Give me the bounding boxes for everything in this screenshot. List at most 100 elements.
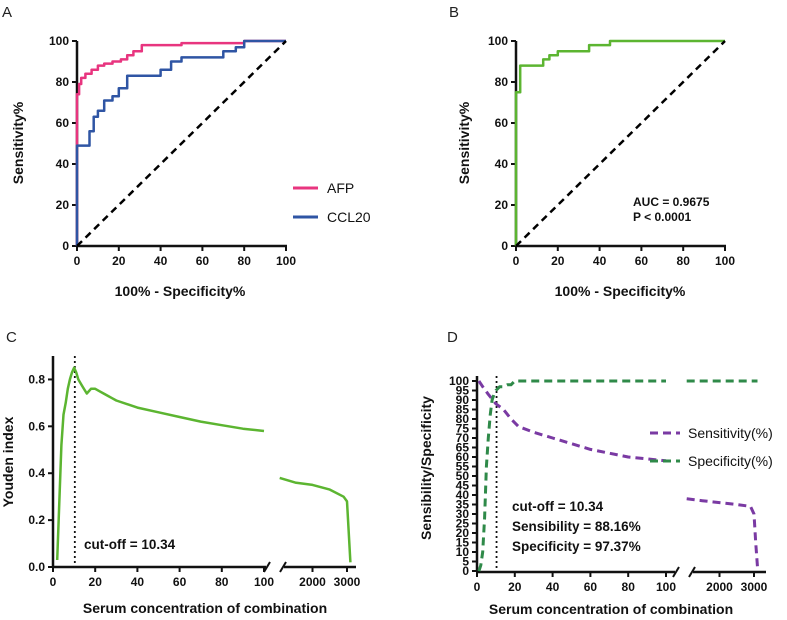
panel-a-x-ticks: 0 20 40 60 80 100 (74, 246, 296, 268)
a-y-tick-label: 80 (56, 75, 70, 89)
a-y-tick-label: 60 (56, 116, 70, 130)
legend-sensitivity-label: Sensitivity(%) (688, 425, 773, 441)
d-y-tick-label: 30 (456, 507, 470, 521)
c-series-youden-index-segment2 (279, 476, 352, 563)
c-y-tick-label: 0.0 (28, 560, 45, 574)
panel-c-cutoff-label: cut-off = 10.34 (84, 537, 176, 552)
panel-b-y-ticks: 0 20 40 60 80 100 (488, 34, 516, 253)
d-x-tick-label: 20 (508, 580, 522, 594)
d-y-tick-label: 40 (456, 488, 470, 502)
d-x-tick-label: 0 (474, 580, 481, 594)
panel-b-p-note: P < 0.0001 (633, 210, 691, 224)
c-x-tick-label: 60 (173, 575, 187, 589)
a-y-tick-label: 20 (56, 198, 70, 212)
c-x-tick-label: 2000 (299, 575, 326, 589)
panel-c: C 0.0 0.2 0.4 0.6 0.8 0 20 40 60 80 100 2000 3000 c… (0, 329, 361, 616)
b-y-tick-label: 60 (495, 116, 509, 130)
d-x-tick-label: 3000 (741, 580, 768, 594)
c-y-tick-label: 0.8 (28, 372, 45, 386)
d-y-tick-label: 100 (449, 374, 469, 388)
panel-a-series (75, 39, 287, 247)
d-y-tick-label: 60 (456, 450, 470, 464)
a-x-tick-label: 80 (238, 254, 252, 268)
panel-a-y-ticks: 0 20 40 60 80 100 (49, 34, 77, 253)
b-y-tick-label: 0 (501, 239, 508, 253)
panel-a-letter: A (2, 4, 12, 21)
panel-b-x-label: 100% - Specificity% (555, 283, 686, 299)
panel-c-y-ticks: 0.0 0.2 0.4 0.6 0.8 (28, 372, 53, 574)
panel-c-y-label: Youden index (0, 416, 16, 507)
d-series-sensitivity-segment1 (477, 380, 667, 463)
a-series-afp-line (75, 39, 286, 246)
b-x-tick-label: 80 (677, 254, 691, 268)
legend-ccl20-label: CCL20 (327, 209, 371, 225)
a-x-tick-label: 20 (112, 254, 126, 268)
c-x-tick-label: 20 (89, 575, 103, 589)
d-y-tick-label: 20 (456, 526, 470, 540)
b-reference-line (515, 40, 726, 247)
panel-d-letter: D (447, 329, 458, 346)
a-x-tick-label: 100 (276, 254, 296, 268)
d-y-tick-label: 15 (456, 536, 470, 550)
a-y-tick-label: 100 (49, 34, 69, 48)
c-x-tick-label: 3000 (334, 575, 361, 589)
panel-d-cutoff-label: cut-off = 10.34 (512, 499, 604, 514)
d-y-tick-label: 25 (456, 517, 470, 531)
panel-d-axis-break-right (688, 566, 696, 578)
a-y-tick-label: 40 (56, 157, 70, 171)
b-x-tick-label: 100 (715, 254, 735, 268)
d-y-tick-label: 45 (456, 479, 470, 493)
d-y-tick-label: 55 (456, 460, 470, 474)
d-series-sensitivity-segment2 (686, 497, 759, 568)
b-x-tick-label: 60 (635, 254, 649, 268)
panel-a: A 0 20 40 60 80 100 0 20 40 60 80 100 100% - Speci… (2, 4, 371, 299)
b-x-tick-label: 40 (593, 254, 607, 268)
b-y-tick-label: 20 (495, 198, 509, 212)
a-x-tick-label: 40 (154, 254, 168, 268)
d-series-specificity-segment1 (477, 379, 666, 572)
d-y-tick-label: 80 (456, 412, 470, 426)
panel-b-letter: B (449, 4, 459, 21)
panel-b-auc-note: AUC = 0.9675 (633, 195, 710, 209)
b-series-combination-line (514, 39, 725, 246)
panel-d: D 05101520253035404550556065707580859095… (418, 329, 773, 617)
d-x-tick-label: 40 (546, 580, 560, 594)
d-y-tick-label: 0 (462, 564, 469, 578)
b-y-tick-label: 100 (488, 34, 508, 48)
panel-c-x-ticks: 0 20 40 60 80 100 2000 3000 (50, 567, 361, 589)
a-x-tick-label: 60 (196, 254, 210, 268)
b-y-tick-label: 40 (495, 157, 509, 171)
a-reference-line (76, 40, 287, 247)
c-x-tick-label: 80 (215, 575, 229, 589)
d-x-tick-label: 80 (622, 580, 636, 594)
panel-d-specificity-label: Specificity = 97.37% (512, 539, 641, 554)
d-y-tick-label: 35 (456, 498, 470, 512)
d-y-tick-label: 70 (456, 431, 470, 445)
panel-d-axis-break-left (672, 566, 680, 578)
c-y-tick-label: 0.2 (28, 513, 45, 527)
d-x-tick-label: 100 (656, 580, 676, 594)
legend-afp-label: AFP (327, 180, 354, 196)
a-series-ccl20-line (75, 39, 286, 246)
legend-specificity-label: Specificity(%) (688, 453, 773, 469)
c-y-tick-label: 0.6 (28, 419, 45, 433)
panel-b-y-label: Sensitivity% (456, 101, 472, 184)
d-y-tick-label: 65 (456, 441, 470, 455)
d-y-tick-label: 10 (456, 545, 470, 559)
d-y-tick-label: 50 (456, 469, 470, 483)
panel-d-y-label: Sensibility/Specificity (418, 396, 434, 540)
c-x-tick-label: 40 (131, 575, 145, 589)
c-series-youden-index-segment1 (55, 366, 265, 561)
d-y-tick-label: 85 (456, 403, 470, 417)
c-x-tick-label: 0 (50, 575, 57, 589)
d-y-tick-label: 90 (456, 393, 470, 407)
panel-a-x-label: 100% - Specificity% (115, 283, 246, 299)
panel-a-y-label: Sensitivity% (10, 101, 26, 184)
panel-d-y-ticks: 0510152025303540455055606570758085909510… (449, 374, 477, 578)
panel-c-letter: C (6, 329, 17, 346)
c-x-tick-label: 100 (254, 575, 274, 589)
panel-b-x-ticks: 0 20 40 60 80 100 (513, 246, 735, 268)
c-y-tick-label: 0.4 (28, 466, 45, 480)
d-x-tick-label: 2000 (706, 580, 733, 594)
